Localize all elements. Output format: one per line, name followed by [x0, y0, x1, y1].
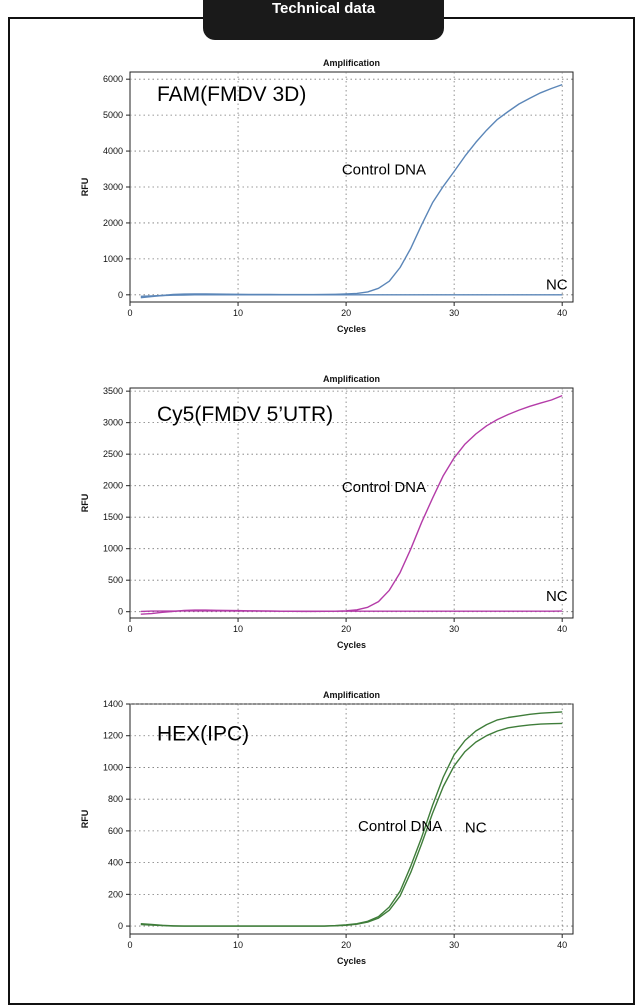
- x-tick-label: 20: [341, 624, 351, 634]
- annotation-label: Control DNA: [358, 818, 442, 835]
- x-tick-label: 20: [341, 940, 351, 950]
- annotation-label: Control DNA: [342, 161, 426, 178]
- y-tick-label: 500: [108, 575, 123, 585]
- series-line-0: [140, 83, 563, 299]
- y-tick-label: 0: [118, 290, 123, 300]
- y-axis-title: RFU: [80, 494, 90, 513]
- chart-title: Amplification: [323, 690, 380, 700]
- y-tick-label: 1000: [103, 762, 123, 772]
- x-axis-title: Cycles: [337, 956, 366, 966]
- series-line-1: [140, 610, 563, 613]
- y-tick-label: 6000: [103, 74, 123, 84]
- x-tick-label: 30: [449, 940, 459, 950]
- x-tick-label: 0: [127, 308, 132, 318]
- x-tick-label: 10: [233, 624, 243, 634]
- x-tick-label: 20: [341, 308, 351, 318]
- y-tick-label: 2000: [103, 481, 123, 491]
- chart-title: Amplification: [323, 58, 380, 68]
- y-tick-label: 1500: [103, 512, 123, 522]
- series-line-1: [140, 722, 563, 927]
- chart-title: Amplification: [323, 374, 380, 384]
- y-tick-label: 600: [108, 826, 123, 836]
- x-axis-title: Cycles: [337, 324, 366, 334]
- y-tick-label: 1000: [103, 544, 123, 554]
- y-tick-label: 2000: [103, 218, 123, 228]
- x-tick-label: 30: [449, 308, 459, 318]
- x-tick-label: 40: [557, 940, 567, 950]
- section-header: Technical data: [203, 0, 444, 40]
- plot-area: [129, 387, 574, 619]
- x-tick-label: 10: [233, 940, 243, 950]
- cy5-amplification-chart: Amplification 0 10 20 30 40 0 500 1000 1500 2000 25…: [80, 374, 574, 650]
- y-axis-title: RFU: [80, 810, 90, 829]
- y-tick-label: 4000: [103, 146, 123, 156]
- y-tick-label: 800: [108, 794, 123, 804]
- x-tick-label: 40: [557, 308, 567, 318]
- y-tick-label: 1000: [103, 254, 123, 264]
- y-tick-label: 3000: [103, 418, 123, 428]
- x-tick-label: 10: [233, 308, 243, 318]
- x-tick-label: 0: [127, 624, 132, 634]
- y-tick-label: 5000: [103, 110, 123, 120]
- y-tick-label: 3500: [103, 386, 123, 396]
- section-header-title: Technical data: [271, 0, 376, 17]
- y-tick-label: 2500: [103, 449, 123, 459]
- annotation-label: NC: [546, 588, 568, 605]
- x-tick-label: 0: [127, 940, 132, 950]
- y-tick-label: 0: [118, 921, 123, 931]
- x-axis-title: Cycles: [337, 640, 366, 650]
- series-line-1: [140, 294, 563, 297]
- x-tick-label: 40: [557, 624, 567, 634]
- y-tick-label: 3000: [103, 182, 123, 192]
- annotation-label: NC: [546, 276, 568, 293]
- x-tick-label: 30: [449, 624, 459, 634]
- y-tick-label: 1200: [103, 731, 123, 741]
- panel-label: Cy5(FMDV 5’UTR): [157, 403, 333, 426]
- y-axis-title: RFU: [80, 178, 90, 197]
- y-tick-label: 200: [108, 889, 123, 899]
- panel-label: HEX(IPC): [157, 722, 249, 745]
- panel-label: FAM(FMDV 3D): [157, 83, 306, 106]
- annotation-label: NC: [465, 819, 487, 836]
- y-tick-label: 1400: [103, 699, 123, 709]
- fam-amplification-chart: Amplification 0 10 20 30 40 0 1000 2000 3000 4000 5…: [80, 58, 574, 334]
- y-tick-label: 400: [108, 858, 123, 868]
- annotation-label: Control DNA: [342, 479, 426, 496]
- plot-area: [129, 703, 574, 935]
- y-tick-label: 0: [118, 607, 123, 617]
